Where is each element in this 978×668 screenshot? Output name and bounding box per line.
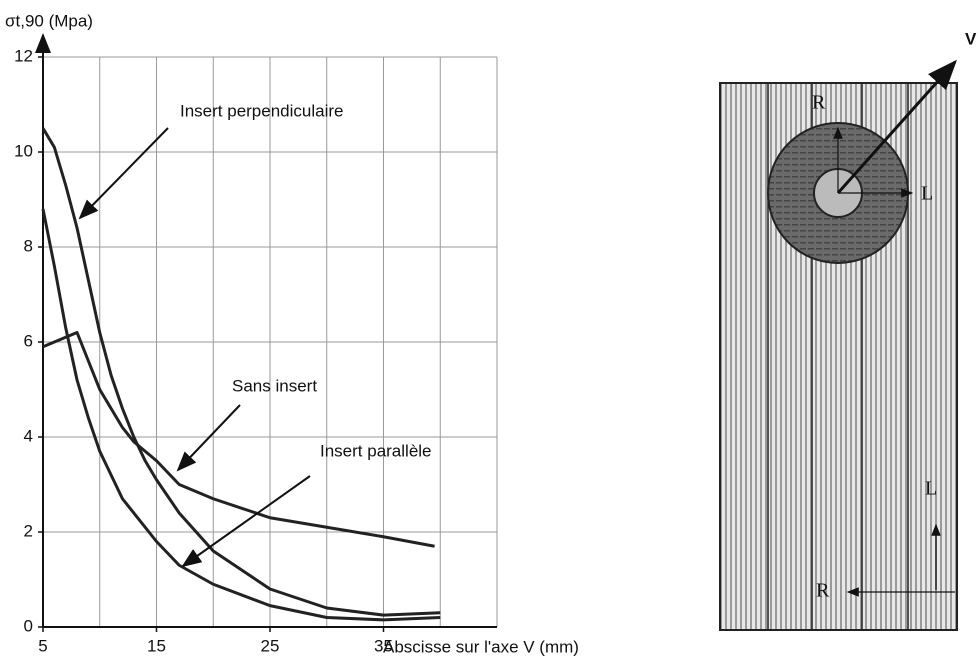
x-tick-label: 35 — [374, 636, 393, 655]
x-tick-label: 15 — [147, 636, 166, 655]
annotation-arrow — [176, 404, 241, 472]
series-line — [41, 208, 441, 622]
y-tick-label: 2 — [24, 521, 33, 540]
x-axis-label: Abscisse sur l'axe V (mm) — [383, 637, 579, 656]
y-tick-label: 4 — [24, 426, 33, 445]
y-axis-label: σt,90 (Mpa) — [5, 11, 93, 30]
annotation: Insert parallèle — [320, 441, 432, 460]
diagram-label: R — [816, 580, 830, 602]
annotation-arrow — [78, 127, 169, 220]
y-tick-label: 0 — [24, 616, 33, 635]
y-tick-label: 12 — [14, 46, 33, 65]
diagram-label: R — [812, 92, 826, 114]
annotation-arrow — [181, 475, 311, 568]
annotation: Insert perpendiculaire — [180, 101, 343, 120]
series-line — [42, 331, 435, 548]
chart: 0 2 4 6 8 10 12 5 15 25 35 — [14, 33, 498, 655]
y-tick-label: 10 — [14, 141, 33, 160]
diagram-label: L — [925, 478, 937, 500]
y-tick-label: 8 — [24, 236, 33, 255]
annotation: Sans insert — [232, 376, 317, 395]
x-tick-label: 25 — [261, 636, 280, 655]
series-line — [41, 127, 441, 617]
x-tick-label: 5 — [38, 636, 47, 655]
y-tick-label: 6 — [24, 331, 33, 350]
diagram-label: V — [965, 29, 977, 48]
diagram-label: L — [921, 183, 933, 205]
wood-diagram: V R L L R — [719, 29, 977, 631]
v-arrow — [836, 59, 957, 194]
